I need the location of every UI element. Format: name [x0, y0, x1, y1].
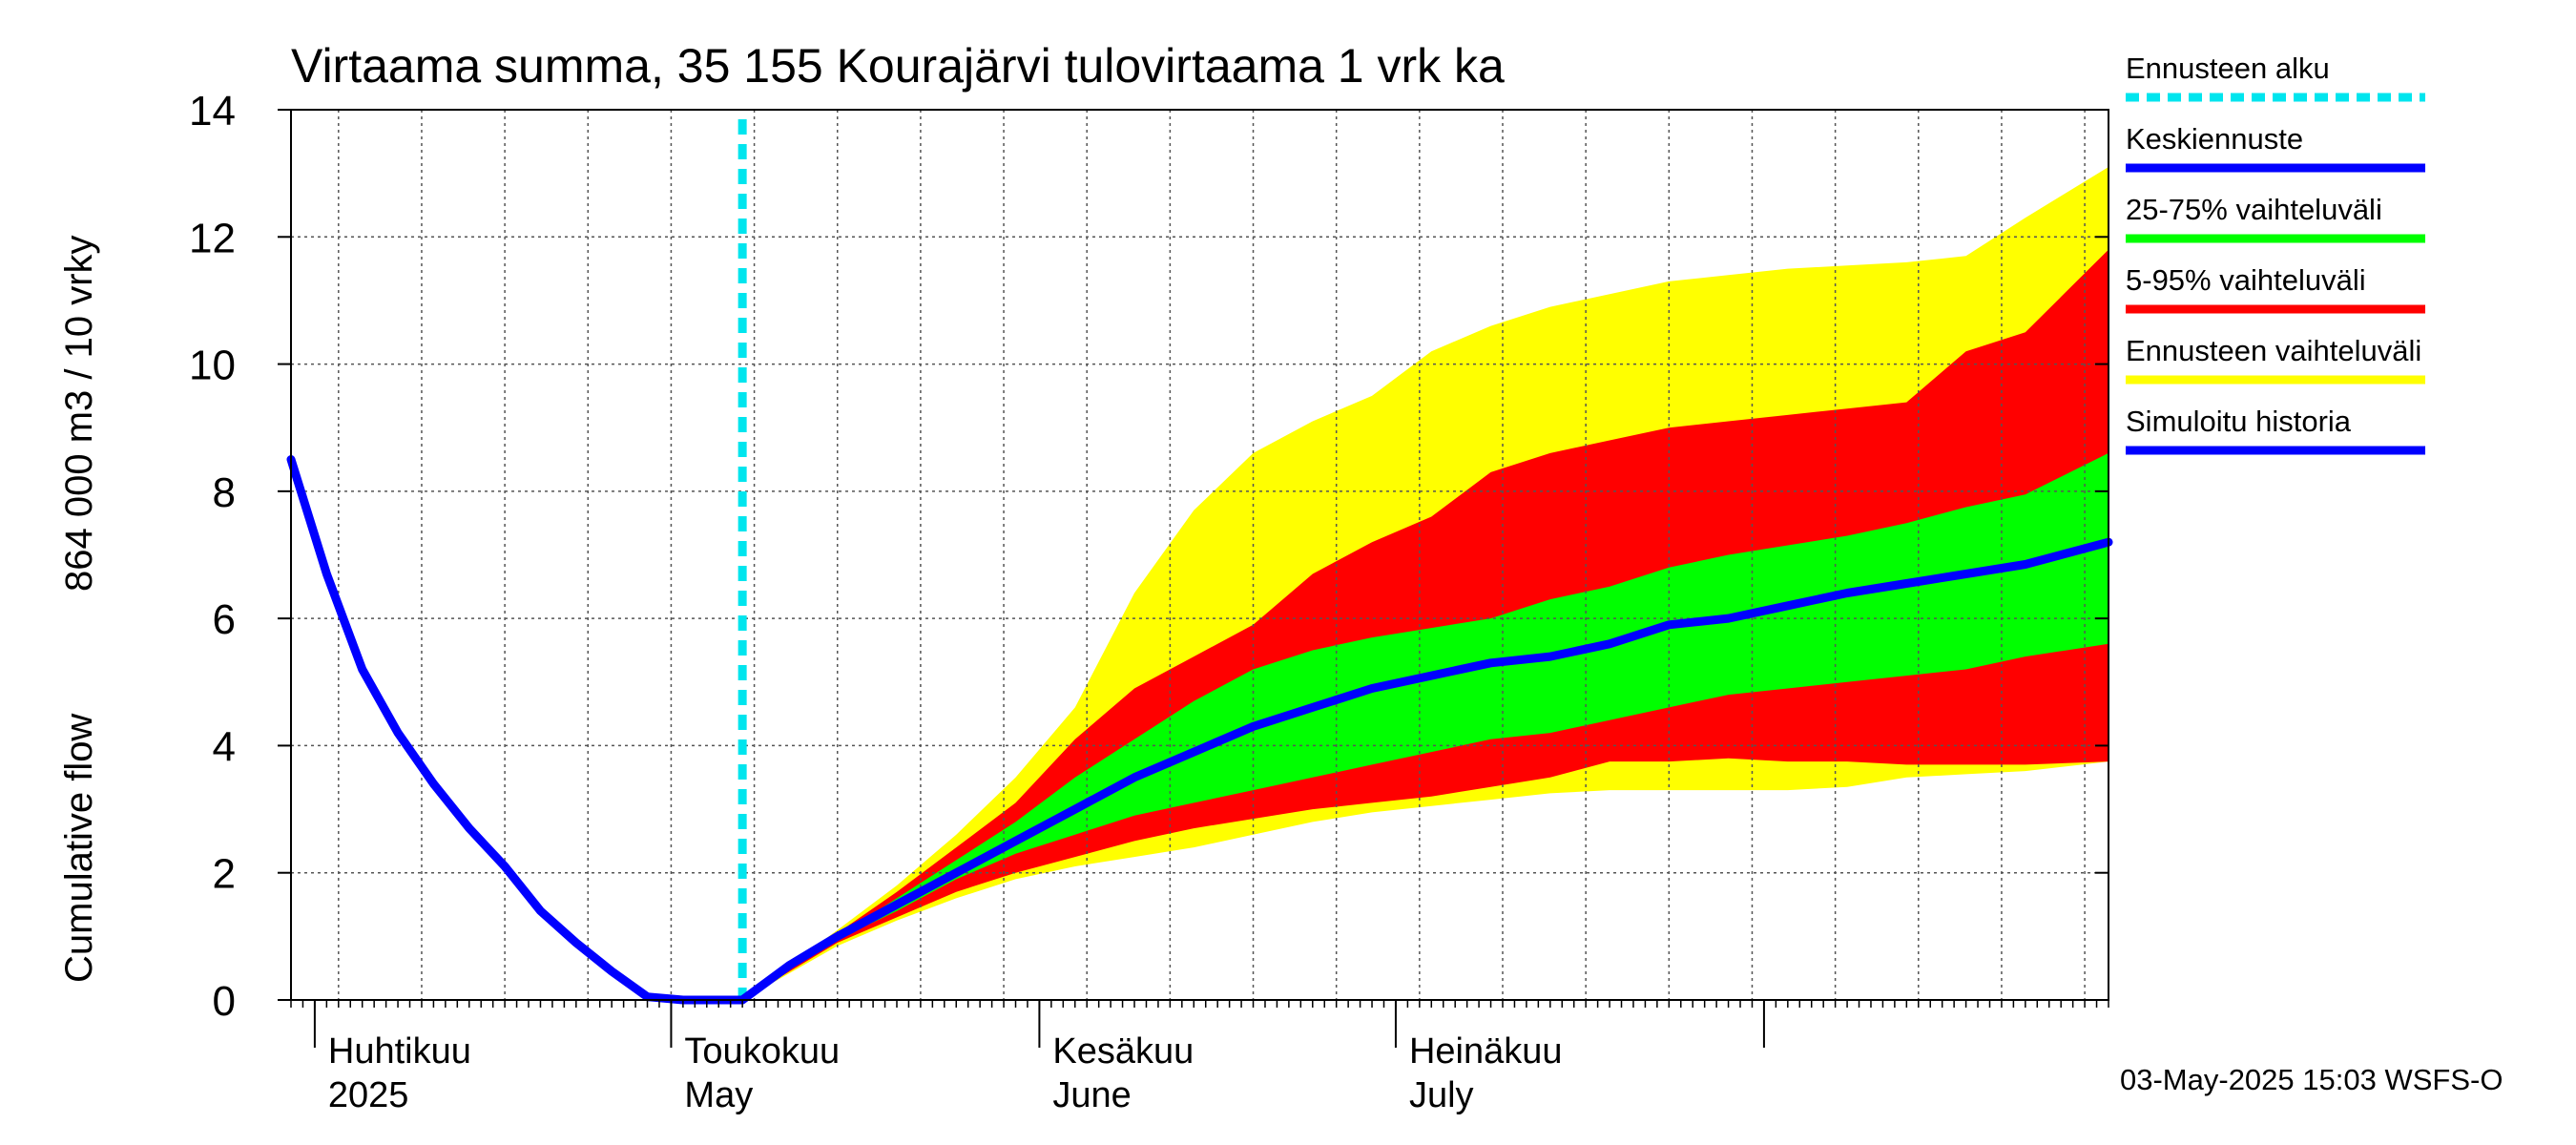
- y-tick-label: 0: [213, 978, 236, 1025]
- x-month-sublabel: 2025: [328, 1075, 409, 1115]
- y-tick-label: 2: [213, 851, 236, 898]
- legend: Ennusteen alku Keskiennuste 25-75% vaihtel…: [2126, 52, 2425, 455]
- chart-title: Virtaama summa, 35 155 Kourajärvi tulovi…: [291, 39, 1505, 93]
- plot-frame: [290, 109, 2109, 1001]
- y-axis-label-line2: 864 000 m3 / 10 vrky: [58, 235, 100, 592]
- x-month-sublabel: June: [1052, 1075, 1131, 1115]
- y-tick-label: 14: [189, 88, 236, 135]
- band-25-75: [742, 452, 2109, 1000]
- legend-label: Keskiennuste: [2126, 122, 2303, 156]
- legend-label: Ennusteen alku: [2126, 52, 2330, 85]
- legend-label: Simuloitu historia: [2126, 405, 2352, 438]
- x-month-label: Toukokuu: [684, 1031, 840, 1072]
- legend-label: Ennusteen vaihteluväli: [2126, 334, 2421, 367]
- x-month-sublabel: July: [1409, 1075, 1474, 1115]
- legend-label: 5-95% vaihteluväli: [2126, 263, 2366, 297]
- y-tick-label: 12: [189, 215, 236, 261]
- y-tick-label: 10: [189, 343, 236, 389]
- y-axis-label-line1: Cumulative flow: [58, 714, 100, 983]
- x-month-label: Huhtikuu: [328, 1031, 471, 1072]
- x-month-sublabel: May: [684, 1075, 753, 1115]
- legend-label: 25-75% vaihteluväli: [2126, 193, 2382, 226]
- x-month-label: Kesäkuu: [1052, 1031, 1194, 1072]
- timestamp-footer: 03-May-2025 15:03 WSFS-O: [2120, 1063, 2503, 1096]
- series-median-forecast: [737, 537, 2113, 1005]
- y-tick-label: 4: [213, 723, 236, 770]
- x-month-label: Heinäkuu: [1409, 1031, 1563, 1072]
- y-tick-label: 8: [213, 469, 236, 516]
- y-tick-label: 6: [213, 596, 236, 643]
